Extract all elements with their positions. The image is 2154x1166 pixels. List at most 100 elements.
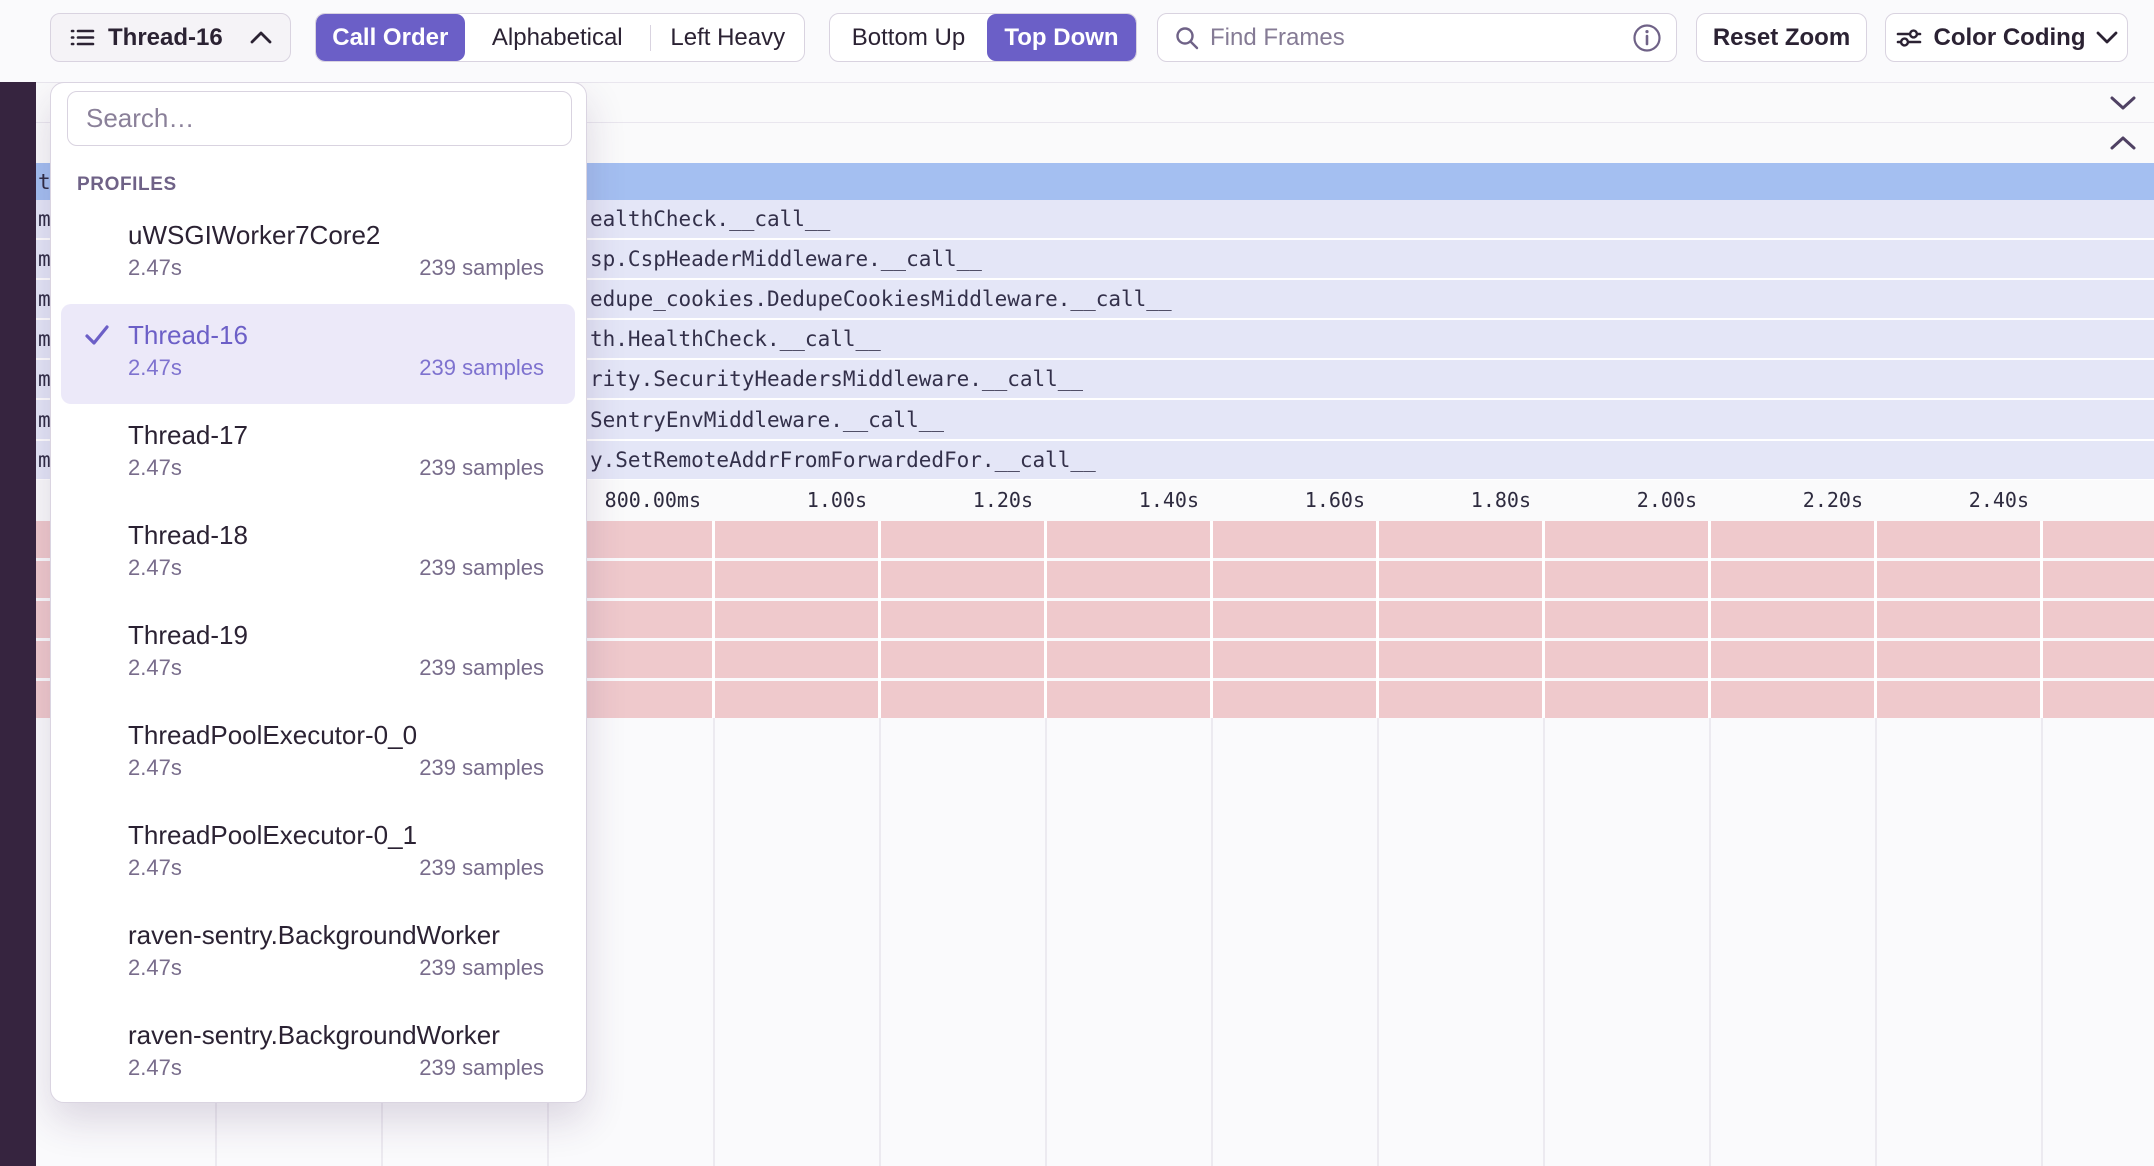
thread-list-item[interactable]: raven-sentry.BackgroundWorker 2.47s 239 … bbox=[61, 1004, 575, 1104]
frame-label: SentryEnvMiddleware.__call__ bbox=[590, 407, 945, 432]
time-axis-tick: 2.20s bbox=[1802, 488, 1863, 512]
gridline bbox=[713, 718, 715, 1166]
thread-duration: 2.47s bbox=[128, 455, 182, 480]
thread-samples: 239 samples bbox=[419, 655, 544, 680]
thread-list-item[interactable]: Thread-18 2.47s 239 samples bbox=[61, 504, 575, 604]
truncated-frame-text: t bbox=[38, 169, 51, 194]
thread-name: Thread-19 bbox=[128, 620, 248, 650]
thread-list-item[interactable]: uWSGIWorker7Core2 2.47s 239 samples bbox=[61, 204, 575, 304]
truncated-frame-text: m bbox=[38, 287, 51, 312]
thread-search-input[interactable] bbox=[67, 91, 572, 146]
truncated-frame-text: m bbox=[38, 327, 51, 352]
chevron-down-icon bbox=[2097, 31, 2118, 44]
truncated-frame-text: m bbox=[38, 247, 51, 272]
thread-dropdown-panel: PROFILES uWSGIWorker7Core2 2.47s 239 sam… bbox=[50, 82, 587, 1103]
thread-list-item[interactable]: ThreadPoolExecutor-0_0 2.47s 239 samples bbox=[61, 704, 575, 804]
tab-call-order[interactable]: Call Order bbox=[316, 14, 465, 61]
checkmark-icon bbox=[85, 325, 109, 345]
gridline bbox=[1543, 718, 1545, 1166]
info-icon[interactable] bbox=[1632, 23, 1662, 53]
thread-list-item[interactable]: Thread-19 2.47s 239 samples bbox=[61, 604, 575, 704]
thread-list-item[interactable]: Thread-16 2.47s 239 samples bbox=[61, 304, 575, 404]
gridline bbox=[877, 521, 881, 718]
truncated-frame-text: m bbox=[38, 367, 51, 392]
chevron-up-icon bbox=[250, 31, 272, 44]
chevron-up-icon[interactable] bbox=[2110, 135, 2136, 151]
gridline bbox=[2041, 718, 2043, 1166]
thread-name: Thread-16 bbox=[128, 320, 248, 350]
thread-samples: 239 samples bbox=[419, 255, 544, 280]
gridline bbox=[711, 521, 715, 718]
truncated-frame-text: m bbox=[38, 447, 51, 472]
gridline bbox=[1873, 521, 1877, 718]
app-sidebar bbox=[0, 0, 36, 1166]
time-axis-tick: 1.80s bbox=[1470, 488, 1531, 512]
sort-order-tabs: Call Order Alphabetical Left Heavy bbox=[315, 13, 805, 62]
divider bbox=[649, 24, 652, 51]
direction-tabs: Bottom Up Top Down bbox=[829, 13, 1137, 62]
truncated-frame-text: m bbox=[38, 407, 51, 432]
color-coding-label: Color Coding bbox=[1933, 23, 2086, 51]
gridline bbox=[2039, 521, 2043, 718]
time-axis-tick: 1.00s bbox=[806, 488, 867, 512]
gridline bbox=[1377, 718, 1379, 1166]
list-icon bbox=[70, 29, 95, 46]
thread-selector-label: Thread-16 bbox=[108, 23, 223, 51]
frame-label: ealthCheck.__call__ bbox=[590, 207, 831, 232]
tab-top-down[interactable]: Top Down bbox=[986, 14, 1136, 61]
reset-zoom-button[interactable]: Reset Zoom bbox=[1696, 13, 1867, 62]
thread-samples: 239 samples bbox=[419, 755, 544, 780]
thread-duration: 2.47s bbox=[128, 555, 182, 580]
gridline bbox=[879, 718, 881, 1166]
thread-samples: 239 samples bbox=[419, 855, 544, 880]
thread-samples: 239 samples bbox=[419, 955, 544, 980]
thread-name: Thread-18 bbox=[128, 520, 248, 550]
find-frames-input[interactable] bbox=[1210, 23, 1622, 52]
thread-list-item[interactable]: Thread-17 2.47s 239 samples bbox=[61, 404, 575, 504]
thread-name: raven-sentry.BackgroundWorker bbox=[128, 920, 500, 950]
frame-label: rity.SecurityHeadersMiddleware.__call__ bbox=[590, 367, 1084, 392]
thread-name: uWSGIWorker7Core2 bbox=[128, 220, 381, 250]
frame-label: sp.CspHeaderMiddleware.__call__ bbox=[590, 247, 982, 272]
thread-duration: 2.47s bbox=[128, 855, 182, 880]
thread-duration: 2.47s bbox=[128, 755, 182, 780]
color-coding-button[interactable]: Color Coding bbox=[1885, 13, 2128, 62]
gridline bbox=[1211, 718, 1213, 1166]
gridline bbox=[1707, 521, 1711, 718]
gridline bbox=[1709, 718, 1711, 1166]
thread-samples: 239 samples bbox=[419, 555, 544, 580]
time-axis-tick: 2.40s bbox=[1968, 488, 2029, 512]
thread-list: uWSGIWorker7Core2 2.47s 239 samples Thre… bbox=[51, 204, 586, 1104]
thread-samples: 239 samples bbox=[419, 1055, 544, 1080]
time-axis-tick: 1.60s bbox=[1304, 488, 1365, 512]
find-frames-box bbox=[1157, 13, 1677, 62]
time-axis-tick: 2.00s bbox=[1636, 488, 1697, 512]
tab-left-heavy[interactable]: Left Heavy bbox=[670, 23, 786, 51]
thread-duration: 2.47s bbox=[128, 955, 182, 980]
chevron-down-icon[interactable] bbox=[2110, 95, 2136, 111]
thread-selector-button[interactable]: Thread-16 bbox=[50, 13, 291, 62]
thread-list-item[interactable]: ThreadPoolExecutor-0_1 2.47s 239 samples bbox=[61, 804, 575, 904]
thread-name: Thread-17 bbox=[128, 420, 248, 450]
reset-zoom-label: Reset Zoom bbox=[1712, 23, 1851, 51]
thread-samples: 239 samples bbox=[419, 355, 544, 380]
thread-name: raven-sentry.BackgroundWorker bbox=[128, 1020, 500, 1050]
time-axis-tick: 1.40s bbox=[1138, 488, 1199, 512]
gridline bbox=[1375, 521, 1379, 718]
tab-alphabetical[interactable]: Alphabetical bbox=[491, 23, 623, 51]
frame-label: th.HealthCheck.__call__ bbox=[590, 327, 881, 352]
gridline bbox=[1043, 521, 1047, 718]
truncated-frame-text: m bbox=[38, 207, 51, 232]
thread-duration: 2.47s bbox=[128, 355, 182, 380]
gridline bbox=[1209, 521, 1213, 718]
frame-label: y.SetRemoteAddrFromForwardedFor.__call__ bbox=[590, 447, 1096, 472]
gridline bbox=[1045, 718, 1047, 1166]
thread-list-item[interactable]: raven-sentry.BackgroundWorker 2.47s 239 … bbox=[61, 904, 575, 1004]
tab-bottom-up[interactable]: Bottom Up bbox=[851, 23, 966, 51]
thread-duration: 2.47s bbox=[128, 255, 182, 280]
thread-duration: 2.47s bbox=[128, 655, 182, 680]
time-axis-tick: 800.00ms bbox=[604, 488, 701, 512]
thread-name: ThreadPoolExecutor-0_0 bbox=[128, 720, 418, 750]
sliders-icon bbox=[1896, 28, 1921, 47]
thread-name: ThreadPoolExecutor-0_1 bbox=[128, 820, 418, 850]
